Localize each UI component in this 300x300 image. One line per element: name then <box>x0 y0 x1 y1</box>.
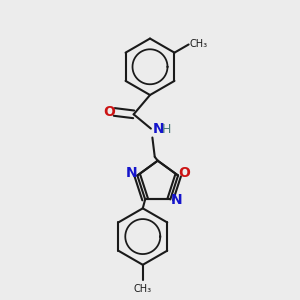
Text: N: N <box>152 122 164 136</box>
Text: CH₃: CH₃ <box>134 284 152 294</box>
Text: CH₃: CH₃ <box>190 40 208 50</box>
Text: N: N <box>171 193 183 207</box>
Text: O: O <box>103 105 116 119</box>
Text: H: H <box>162 123 172 136</box>
Text: O: O <box>178 166 190 180</box>
Text: N: N <box>126 166 137 180</box>
